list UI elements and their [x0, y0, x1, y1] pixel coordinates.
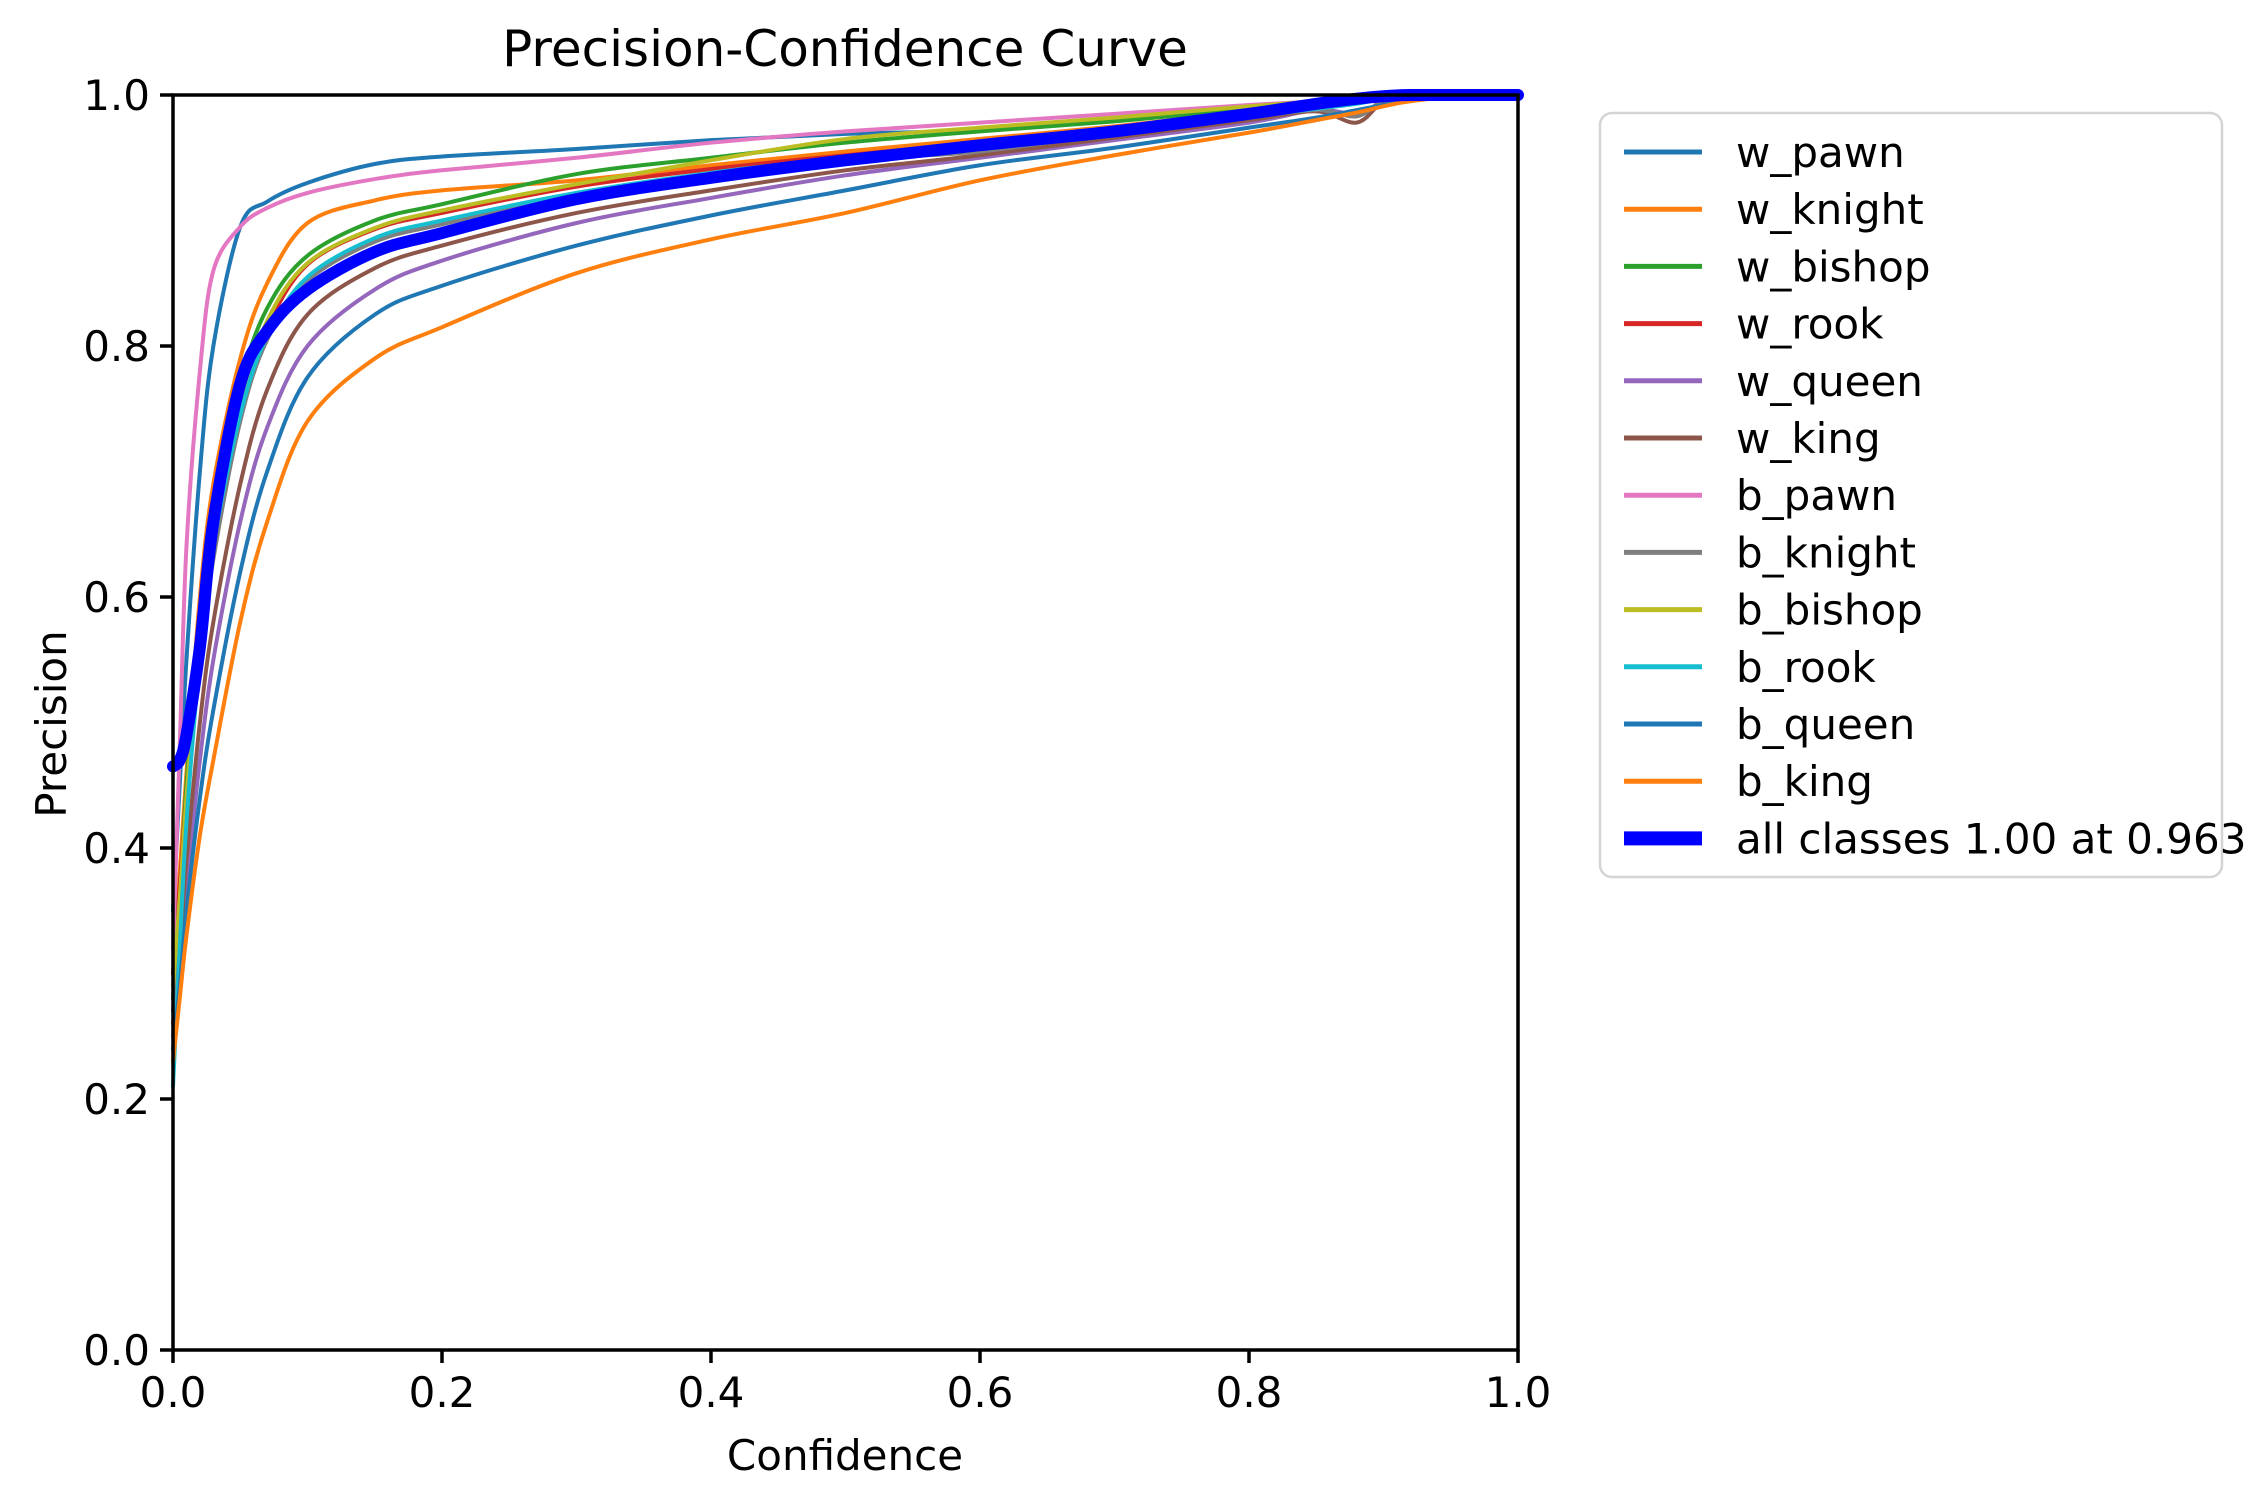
legend-item: w_pawn: [1624, 128, 1905, 177]
legend-label-b_bishop: b_bishop: [1736, 586, 1923, 635]
legend-item: b_queen: [1624, 700, 1915, 749]
legend-label-w_knight: w_knight: [1736, 185, 1924, 234]
legend-label-b_king: b_king: [1736, 757, 1873, 806]
y-tick-label: 0.0: [83, 1326, 150, 1375]
series-line-w_king: [171, 93, 1520, 1026]
legend-label-b_rook: b_rook: [1736, 643, 1876, 692]
legend-label-w_queen: w_queen: [1736, 357, 1923, 406]
legend-label-b_queen: b_queen: [1736, 700, 1915, 749]
legend-item: w_queen: [1624, 357, 1923, 406]
x-tick-label: 0.8: [1216, 1368, 1283, 1417]
chart-title: Precision-Confidence Curve: [502, 20, 1188, 78]
legend-item: w_rook: [1624, 300, 1884, 349]
x-axis-ticks: 0.0 0.2 0.4 0.6 0.8 1.0: [140, 1350, 1552, 1417]
series-group: [167, 89, 1524, 1089]
legend-item: b_pawn: [1624, 471, 1897, 520]
legend-label-b_knight: b_knight: [1736, 528, 1916, 577]
x-tick-label: 0.6: [947, 1368, 1014, 1417]
series-line-b_queen: [171, 93, 1520, 1051]
legend: w_pawn w_knight w_bishop w_rook w_queen w_kin…: [1598, 111, 2246, 879]
x-tick-label: 1.0: [1485, 1368, 1552, 1417]
x-axis-label: Confidence: [727, 1431, 963, 1480]
legend-item: all classes 1.00 at 0.963: [1624, 814, 2246, 863]
legend-items: w_pawn w_knight w_bishop w_rook w_queen w_kin…: [1624, 128, 2246, 863]
legend-label-w_rook: w_rook: [1736, 300, 1884, 349]
legend-item: b_rook: [1624, 643, 1876, 692]
y-tick-label: 0.4: [83, 824, 150, 873]
legend-label-w_pawn: w_pawn: [1736, 128, 1905, 177]
y-axis-ticks: 0.0 0.2 0.4 0.6 0.8 1.0: [83, 71, 173, 1375]
y-axis-label: Precision: [27, 630, 76, 817]
legend-item: w_king: [1624, 414, 1881, 463]
legend-item: b_king: [1624, 757, 1873, 806]
plot-area: [173, 95, 1518, 1350]
legend-label-w_bishop: w_bishop: [1736, 242, 1931, 291]
legend-label-b_pawn: b_pawn: [1736, 471, 1897, 520]
x-tick-label: 0.0: [140, 1368, 207, 1417]
x-tick-label: 0.2: [409, 1368, 476, 1417]
legend-label-all_classes: all classes 1.00 at 0.963: [1736, 814, 2246, 863]
y-tick-label: 0.8: [83, 322, 150, 371]
series-line-b_king: [171, 93, 1520, 1064]
legend-item: w_bishop: [1624, 242, 1931, 291]
y-tick-label: 0.6: [83, 573, 150, 622]
legend-box: [1598, 111, 2224, 879]
legend-item: b_bishop: [1624, 586, 1923, 635]
legend-item: b_knight: [1624, 528, 1916, 577]
y-tick-label: 1.0: [83, 71, 150, 120]
series-line-all_classes: [167, 89, 1524, 773]
legend-item: w_knight: [1624, 185, 1924, 234]
y-tick-label: 0.2: [83, 1075, 150, 1124]
plot-border: [171, 93, 1520, 1352]
legend-label-w_king: w_king: [1736, 414, 1881, 463]
x-tick-label: 0.4: [678, 1368, 745, 1417]
